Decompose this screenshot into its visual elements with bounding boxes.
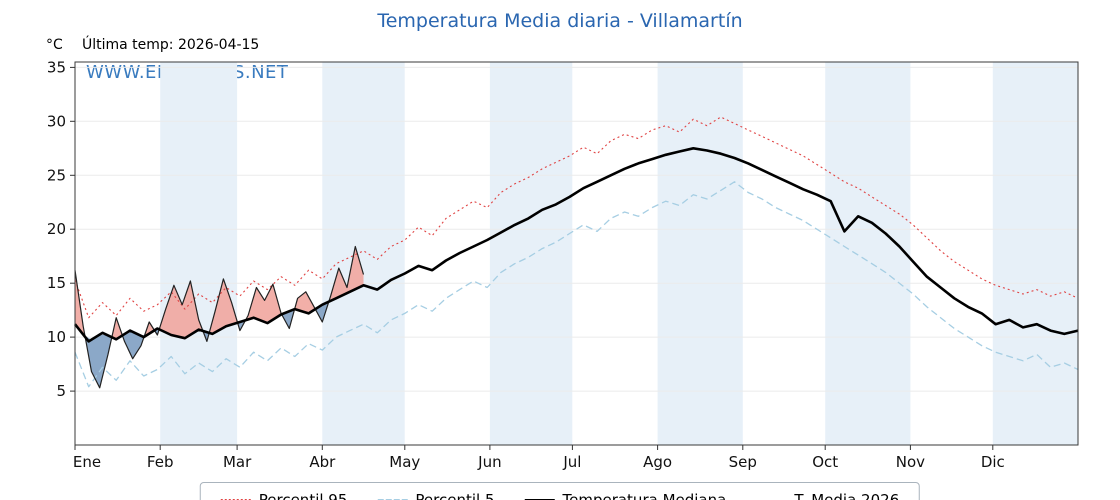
series-p5-line [74, 181, 1079, 388]
y-tick-label: 10 [47, 328, 66, 346]
legend-item-percentil-5: Percentil 5 [377, 491, 494, 500]
plot-border [74, 61, 1079, 446]
x-tick-label: Jul [562, 453, 581, 471]
y-tick-label: 30 [47, 112, 66, 130]
legend-swatch-mediana-line [524, 498, 555, 500]
chart-title: Temperatura Media diaria - Villamartín [377, 10, 743, 32]
series-median-line [73, 147, 1079, 343]
legend-label-percentil-5: Percentil 5 [415, 491, 495, 500]
y-axis-unit-label: °C [46, 37, 63, 53]
legend-label-temperatura-mediana: Temperatura Mediana [562, 491, 727, 500]
x-tick-label: Oct [812, 453, 838, 471]
month-band [992, 62, 1078, 445]
fill-below-median [84, 334, 112, 388]
fill-below-median [281, 310, 295, 329]
month-band [825, 62, 911, 445]
legend: Percentil 95 Percentil 5 Temperatura Med… [199, 482, 921, 500]
legend-label-t-media-2026: T. Media 2026 [794, 491, 900, 500]
legend-item-temperatura-mediana: Temperatura Mediana [524, 491, 726, 500]
x-tick-label: Abr [309, 453, 336, 471]
fill-above-median [111, 317, 123, 340]
x-tick-label: May [389, 453, 420, 471]
fill-above-median [328, 246, 364, 302]
series-p95-line [74, 116, 1079, 319]
y-tick-label: 25 [47, 166, 66, 184]
y-tick-label: 15 [47, 274, 66, 292]
month-band [322, 62, 405, 445]
x-tick-label: Feb [147, 453, 174, 471]
last-temp-annotation: Última temp: 2026-04-15 [82, 37, 260, 53]
fill-below-median [315, 301, 329, 322]
x-tick-label: Nov [896, 453, 925, 471]
month-band [489, 62, 573, 445]
fill-above-median [75, 270, 85, 336]
legend-item-percentil-95: Percentil 95 [220, 491, 348, 500]
month-band [657, 62, 743, 445]
month-band [160, 62, 238, 445]
x-tick-label: Jun [477, 453, 501, 471]
fill-above-median [209, 278, 238, 333]
y-tick-label: 20 [47, 220, 66, 238]
legend-item-t-media-2026: T. Media 2026 [756, 491, 899, 500]
x-tick-label: Ago [643, 453, 672, 471]
fill-above-median [159, 281, 203, 338]
x-tick-label: Ene [73, 453, 101, 471]
x-tick-label: Sep [729, 453, 757, 471]
fill-below-median [122, 331, 145, 359]
y-tick-label: 35 [47, 58, 66, 76]
x-tick-label: Mar [223, 453, 252, 471]
y-tick-label: 5 [56, 382, 66, 400]
x-tick-label: Dic [981, 453, 1005, 471]
legend-label-percentil-95: Percentil 95 [258, 491, 348, 500]
